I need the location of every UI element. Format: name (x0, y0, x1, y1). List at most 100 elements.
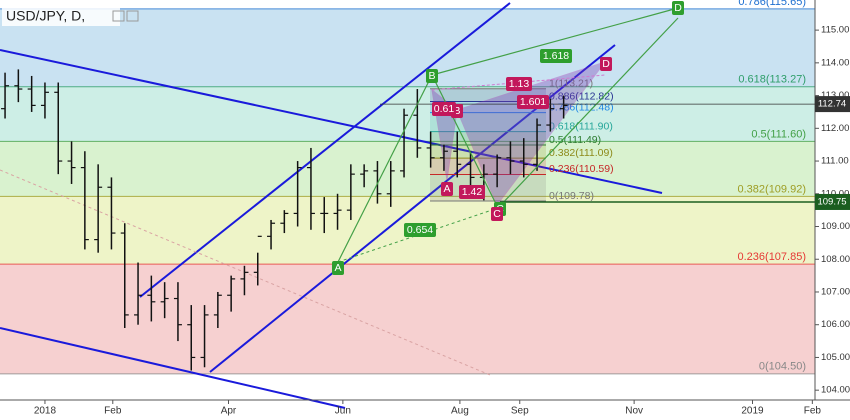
harmonic-point-bg (491, 207, 503, 221)
trend-line (0, 327, 346, 409)
x-tick-label: 2019 (741, 406, 764, 417)
title-bg (2, 6, 120, 26)
price-bar (506, 141, 515, 175)
price-bar (173, 282, 182, 342)
harmonic-point-bg (600, 57, 612, 71)
pattern-point-bg (332, 261, 344, 275)
price-bar (267, 219, 276, 250)
fib-band (0, 8, 815, 87)
fib-band (0, 141, 815, 197)
price-bar (400, 108, 409, 178)
ratio-label-bg (540, 49, 572, 63)
price-bar (134, 262, 143, 325)
price-bar (147, 275, 156, 322)
pattern-line (497, 17, 679, 209)
pattern-line (337, 74, 433, 263)
inner-fib-label: 0.618(111.90) (549, 120, 613, 132)
harmonic-ratio-bg (517, 95, 549, 109)
inner-fib-label: 0(109.78) (549, 190, 594, 202)
price-bar (320, 197, 329, 234)
pattern-point: B (428, 70, 435, 82)
price-bar (413, 89, 422, 158)
price-bar (519, 138, 528, 178)
ratio-label: 0.654 (407, 224, 433, 236)
price-bar (426, 131, 435, 168)
x-tick-label: Apr (221, 406, 237, 417)
x-tick-label: Aug (451, 406, 469, 417)
y-tick-label: 110.00 (821, 188, 849, 199)
price-bar (40, 82, 49, 119)
y-tick-label: 115.00 (821, 25, 849, 36)
y-tick-label: 107.00 (821, 286, 850, 297)
x-tick-label: Feb (804, 406, 822, 417)
harmonic-point: A (443, 183, 450, 195)
y-tick-label: 104.00 (821, 385, 850, 396)
harmonic-point: C (493, 208, 501, 220)
price-bar (200, 305, 209, 368)
harmonic-ratio-bg (459, 185, 485, 199)
pattern-line (431, 7, 679, 76)
price-box-label: 112.74 (818, 99, 846, 110)
price-bar (280, 210, 289, 234)
pattern-point-bg (672, 1, 684, 15)
price-bar (1, 72, 10, 119)
y-tick-label: 114.00 (821, 57, 849, 68)
price-bar (253, 235, 262, 286)
ratio-label-bg (404, 223, 436, 237)
fib-level-label: 0.382(109.92) (738, 183, 807, 195)
ratio-label: 1.618 (543, 50, 569, 62)
chart-title: USD/JPY, D, (6, 8, 85, 24)
fib-band (0, 86, 815, 142)
harmonic-ratio: 1.601 (520, 96, 546, 108)
harmonic-point: B (453, 105, 460, 117)
price-bar (439, 144, 448, 171)
price-bar (346, 164, 355, 220)
fib-band (0, 264, 815, 374)
y-tick-label: 108.00 (821, 254, 850, 265)
inner-fib-label: 0.236(110.59) (549, 163, 614, 175)
y-tick-label: 113.00 (821, 90, 849, 101)
pattern-line (431, 74, 499, 209)
x-tick-label: Sep (511, 406, 529, 417)
price-box (815, 96, 850, 113)
price-box (815, 193, 850, 210)
price-bar (533, 118, 542, 171)
fib-level-label: 0.618(113.27) (738, 74, 806, 86)
price-bar (453, 131, 462, 178)
inner-fib-band (430, 131, 546, 146)
price-bar (213, 291, 222, 328)
price-bar (67, 141, 76, 184)
price-bar (360, 164, 369, 188)
x-tick-label: Jun (335, 406, 351, 417)
harmonic-ratio: 1.13 (509, 78, 530, 90)
inner-fib-label: 1(113.21) (549, 77, 593, 89)
plot-area: 0(104.50) 0.236(107.85) 0.382(109.92) 0.5(1… (0, 0, 815, 409)
x-tick-label: Feb (104, 406, 122, 417)
close-icon[interactable] (126, 10, 139, 22)
price-bar (386, 161, 395, 207)
fib-level-label: 0.236(107.85) (738, 251, 807, 263)
price-bar (333, 193, 342, 230)
y-tick-label: 112.00 (821, 123, 849, 134)
price-bar (306, 147, 315, 230)
price-bar (493, 154, 502, 188)
harmonic-point: D (602, 58, 610, 70)
inner-fib-band (430, 101, 546, 113)
price-bar (107, 177, 116, 250)
price-box-label: 109.75 (817, 196, 846, 207)
trend-line (0, 49, 663, 194)
pattern-point-bg (426, 69, 438, 83)
y-tick-label: 111.00 (821, 156, 849, 167)
channel-line (139, 2, 511, 298)
inner-fib-label: 0.5(111.49) (549, 134, 601, 146)
price-bar (466, 151, 475, 188)
inner-fib-label: 0.886(112.82) (549, 90, 614, 102)
harmonic-ratio: 1.42 (462, 186, 483, 198)
settings-icon[interactable] (112, 10, 125, 22)
inner-fib-label: 0.382(111.09) (549, 147, 613, 159)
inner-fib-band (430, 145, 546, 159)
price-bar (187, 305, 196, 371)
price-bar (94, 164, 103, 253)
x-tick-label: Nov (625, 406, 643, 417)
